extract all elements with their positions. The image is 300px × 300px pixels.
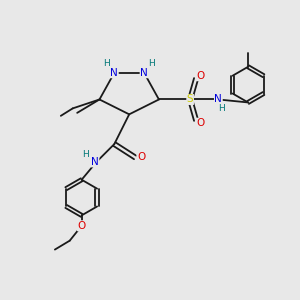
Text: O: O (77, 221, 86, 231)
Text: N: N (140, 68, 148, 78)
Text: O: O (196, 71, 205, 81)
Text: O: O (137, 152, 145, 162)
Text: H: H (218, 104, 225, 113)
Text: N: N (91, 157, 99, 167)
Text: N: N (110, 68, 118, 78)
Text: H: H (103, 59, 110, 68)
Text: O: O (196, 118, 205, 128)
Text: H: H (82, 150, 88, 159)
Text: S: S (187, 94, 194, 104)
Text: N: N (214, 94, 222, 104)
Text: H: H (148, 59, 155, 68)
